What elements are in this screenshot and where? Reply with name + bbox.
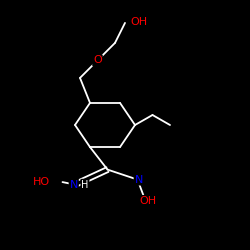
Text: O: O — [93, 56, 102, 66]
Text: OH: OH — [139, 196, 156, 206]
Text: HO: HO — [33, 177, 50, 187]
Text: N: N — [70, 180, 78, 190]
Text: N: N — [134, 174, 143, 184]
Text: H: H — [81, 180, 88, 190]
Text: OH: OH — [130, 17, 147, 27]
